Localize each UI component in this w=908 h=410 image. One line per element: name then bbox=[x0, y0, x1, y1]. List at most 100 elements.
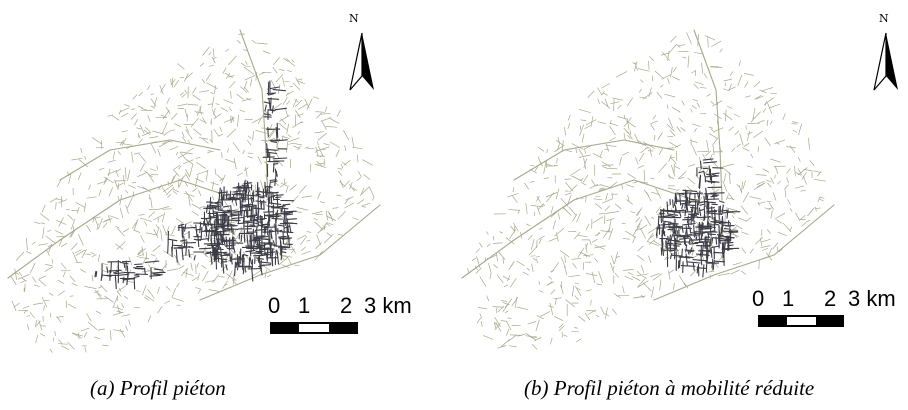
road-segment bbox=[174, 123, 182, 128]
road-segment bbox=[251, 270, 262, 277]
road-segment bbox=[706, 216, 709, 228]
road-segment bbox=[494, 323, 501, 330]
road-segment bbox=[649, 56, 654, 61]
road-segment bbox=[228, 55, 237, 65]
road-segment bbox=[770, 120, 773, 125]
road-segment bbox=[114, 179, 119, 191]
road-segment bbox=[183, 235, 186, 247]
road-segment bbox=[44, 266, 54, 272]
road-segment bbox=[475, 267, 482, 274]
road-segment bbox=[242, 190, 245, 200]
road-segment bbox=[216, 239, 227, 241]
scale-labels: 0 1 2 3 km bbox=[752, 286, 908, 312]
road-segment bbox=[138, 138, 143, 144]
road-segment bbox=[211, 96, 215, 108]
road-segment bbox=[637, 278, 646, 288]
road-segment bbox=[706, 194, 709, 209]
road-segment bbox=[250, 204, 257, 207]
road-segment bbox=[48, 292, 54, 296]
road-segment bbox=[296, 207, 309, 211]
road-segment bbox=[753, 81, 761, 88]
road-segment bbox=[345, 196, 354, 201]
road-segment bbox=[114, 275, 117, 290]
road-segment bbox=[283, 222, 298, 225]
road-segment bbox=[116, 310, 124, 314]
road-segment bbox=[175, 218, 184, 224]
road-segment bbox=[497, 345, 507, 349]
road-segment bbox=[682, 56, 687, 59]
road-segment bbox=[689, 192, 703, 195]
road-segment bbox=[134, 275, 140, 278]
road-segment bbox=[165, 286, 171, 291]
road-segment bbox=[294, 114, 297, 126]
road-segment bbox=[287, 90, 295, 95]
road-segment bbox=[212, 274, 220, 283]
road-segment bbox=[185, 126, 189, 133]
road-segment bbox=[534, 337, 542, 342]
road-network-map bbox=[7, 29, 381, 353]
road-segment bbox=[234, 261, 237, 277]
road-segment bbox=[719, 48, 723, 53]
road-segment bbox=[773, 204, 835, 256]
road-segment bbox=[631, 276, 641, 281]
road-segment bbox=[162, 187, 167, 194]
road-segment bbox=[255, 216, 263, 219]
road-segment bbox=[673, 231, 675, 239]
road-segment bbox=[75, 202, 86, 208]
road-segment bbox=[673, 282, 675, 291]
road-segment bbox=[597, 87, 602, 95]
road-segment bbox=[191, 277, 198, 281]
road-segment bbox=[84, 155, 87, 160]
road-segment bbox=[156, 165, 159, 170]
road-segment bbox=[315, 111, 326, 113]
road-segment bbox=[632, 229, 637, 236]
road-segment bbox=[712, 146, 715, 156]
road-segment bbox=[341, 161, 347, 166]
road-segment bbox=[142, 285, 147, 296]
road-segment bbox=[239, 109, 245, 113]
road-segment bbox=[727, 106, 733, 109]
road-segment bbox=[592, 216, 603, 224]
road-segment bbox=[705, 180, 720, 183]
road-segment bbox=[740, 205, 748, 215]
road-segment bbox=[74, 249, 82, 254]
road-segment bbox=[728, 83, 732, 91]
road-segment bbox=[59, 149, 111, 181]
road-segment bbox=[243, 215, 245, 229]
road-network-map bbox=[461, 29, 898, 350]
road-segment bbox=[689, 232, 701, 235]
road-segment bbox=[315, 146, 319, 157]
road-segment bbox=[538, 227, 543, 230]
road-segment bbox=[184, 108, 188, 117]
road-segment bbox=[633, 295, 646, 299]
road-segment bbox=[550, 289, 556, 295]
road-segment bbox=[56, 220, 67, 225]
scale-label-3km: 3 km bbox=[848, 286, 896, 311]
road-segment bbox=[255, 200, 267, 203]
road-segment bbox=[103, 176, 114, 184]
road-segment bbox=[632, 236, 636, 243]
road-segment bbox=[803, 169, 813, 172]
road-segment bbox=[723, 78, 733, 82]
road-segment bbox=[240, 193, 244, 203]
road-segment bbox=[140, 235, 145, 243]
road-segment bbox=[580, 177, 584, 181]
road-segment bbox=[176, 282, 180, 288]
road-segment bbox=[107, 159, 116, 163]
road-segment bbox=[581, 182, 587, 186]
road-segment bbox=[121, 130, 128, 133]
road-segment bbox=[320, 113, 331, 115]
road-segment bbox=[555, 232, 559, 242]
road-segment bbox=[591, 179, 596, 187]
road-segment bbox=[549, 302, 553, 315]
road-segment bbox=[77, 332, 80, 339]
road-segment bbox=[319, 148, 326, 151]
road-segment bbox=[488, 263, 492, 272]
road-segment bbox=[694, 81, 704, 85]
road-segment bbox=[778, 248, 783, 253]
road-segment bbox=[578, 149, 584, 156]
road-segment bbox=[356, 177, 362, 181]
road-segment bbox=[674, 144, 681, 148]
road-segment bbox=[513, 222, 519, 232]
road-segment bbox=[768, 207, 773, 210]
